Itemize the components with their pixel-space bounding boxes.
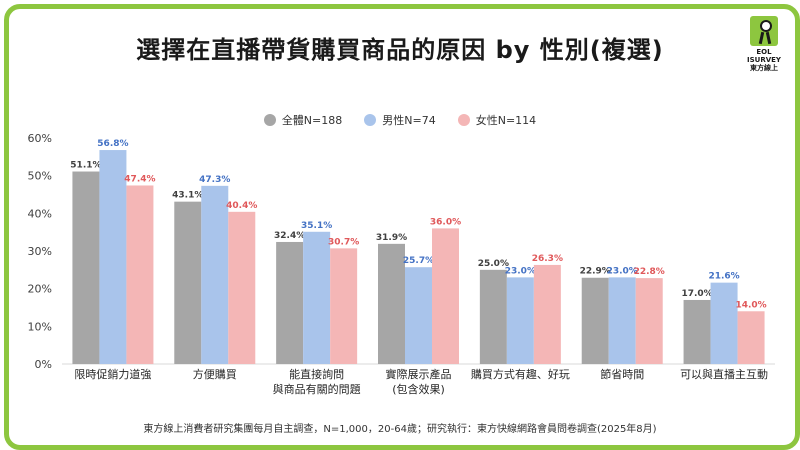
data-label: 47.4% (124, 174, 155, 184)
data-label: 26.3% (532, 254, 563, 264)
data-label: 22.9% (580, 267, 611, 277)
data-label: 25.7% (403, 256, 434, 266)
legend: 全體N=188 男性N=74 女性N=114 (0, 112, 800, 128)
bar (506, 277, 534, 364)
data-label: 56.8% (97, 139, 128, 149)
y-tick-label: 0% (35, 358, 52, 371)
y-tick-label: 10% (28, 320, 52, 333)
bar (479, 269, 507, 364)
x-tick-label: 購買方式有趣、好玩 (471, 367, 570, 381)
data-label: 31.9% (376, 233, 407, 243)
bar (432, 228, 459, 364)
data-label: 23.0% (607, 266, 638, 276)
logo-text-isurvey: ISURVEY (747, 56, 781, 64)
data-label: 21.6% (708, 272, 739, 282)
bar (533, 264, 561, 364)
legend-item-total: 全體N=188 (263, 112, 343, 128)
data-label: 17.0% (681, 289, 712, 299)
bar (303, 231, 331, 364)
bar (710, 282, 738, 364)
data-label: 32.4% (274, 231, 305, 241)
bar (737, 311, 765, 364)
bar (99, 150, 127, 364)
data-label: 25.0% (478, 259, 509, 269)
data-label: 51.1% (70, 161, 101, 171)
x-tick-label: 方便購買 (193, 367, 237, 381)
chart-title: 選擇在直播帶貨購買商品的原因 by 性別(複選) (136, 36, 664, 64)
x-tick-label: 實際展示產品 (386, 367, 452, 381)
legend-item-female: 女性N=114 (457, 112, 537, 128)
legend-label-total: 全體N=188 (281, 114, 343, 127)
y-tick-label: 20% (28, 283, 52, 296)
legend-label-male: 男性N=74 (382, 114, 436, 127)
bar (635, 278, 663, 364)
bar (72, 171, 100, 364)
logo-text-company: 東方線上 (750, 64, 778, 72)
bar (174, 201, 202, 364)
x-tick-label: 節省時間 (600, 367, 644, 381)
x-tick-label: (包含效果) (392, 382, 445, 396)
bar (378, 243, 405, 364)
x-tick-label: 與商品有關的問題 (273, 382, 361, 396)
logo-mark-icon (750, 16, 778, 46)
bar (276, 241, 304, 364)
legend-swatch-total (263, 114, 276, 126)
data-label: 22.8% (634, 267, 665, 277)
legend-swatch-female (457, 114, 470, 126)
data-label: 47.3% (199, 175, 230, 185)
logo-text-eol: EOL (756, 48, 772, 56)
eol-isurvey-logo: EOL ISURVEY 東方線上 (742, 16, 786, 76)
data-label: 30.7% (328, 237, 359, 247)
bar (228, 211, 256, 364)
bar (201, 185, 229, 364)
data-label: 43.1% (172, 191, 203, 201)
bar (405, 267, 432, 364)
y-tick-label: 40% (28, 207, 52, 220)
y-tick-label: 60% (28, 132, 52, 145)
bar (126, 185, 154, 364)
legend-item-male: 男性N=74 (364, 112, 436, 128)
y-tick-label: 50% (28, 170, 52, 183)
y-tick-label: 30% (28, 245, 52, 258)
data-label: 35.1% (301, 221, 332, 231)
data-label: 36.0% (430, 217, 461, 227)
bar (683, 299, 711, 364)
data-label: 40.4% (226, 201, 257, 211)
x-tick-label: 限時促銷力道強 (74, 367, 151, 381)
bar (330, 248, 358, 364)
footnote: 東方線上消費者研究集團每月自主調查，N=1,000，20-64歲；研究執行：東方… (143, 424, 657, 435)
x-tick-label: 可以與直播主互動 (680, 367, 768, 381)
legend-label-female: 女性N=114 (475, 114, 537, 127)
data-label: 14.0% (735, 300, 766, 310)
bar (608, 277, 636, 364)
x-tick-label: 能直接詢問 (289, 367, 344, 381)
legend-swatch-male (364, 114, 377, 126)
data-label: 23.0% (505, 266, 536, 276)
bar (581, 277, 609, 364)
